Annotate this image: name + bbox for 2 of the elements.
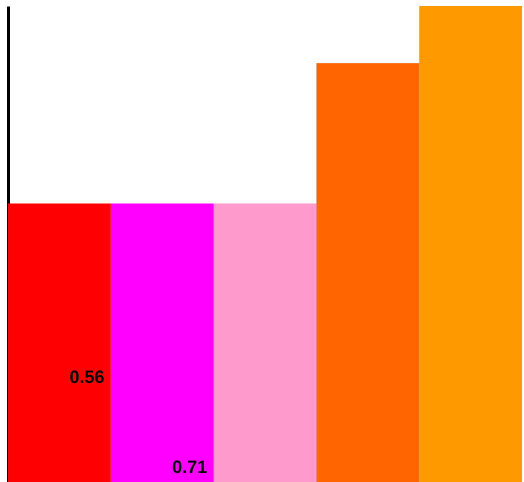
annotation: 0.71 — [172, 457, 208, 478]
annotation: 0.56 — [69, 366, 104, 387]
